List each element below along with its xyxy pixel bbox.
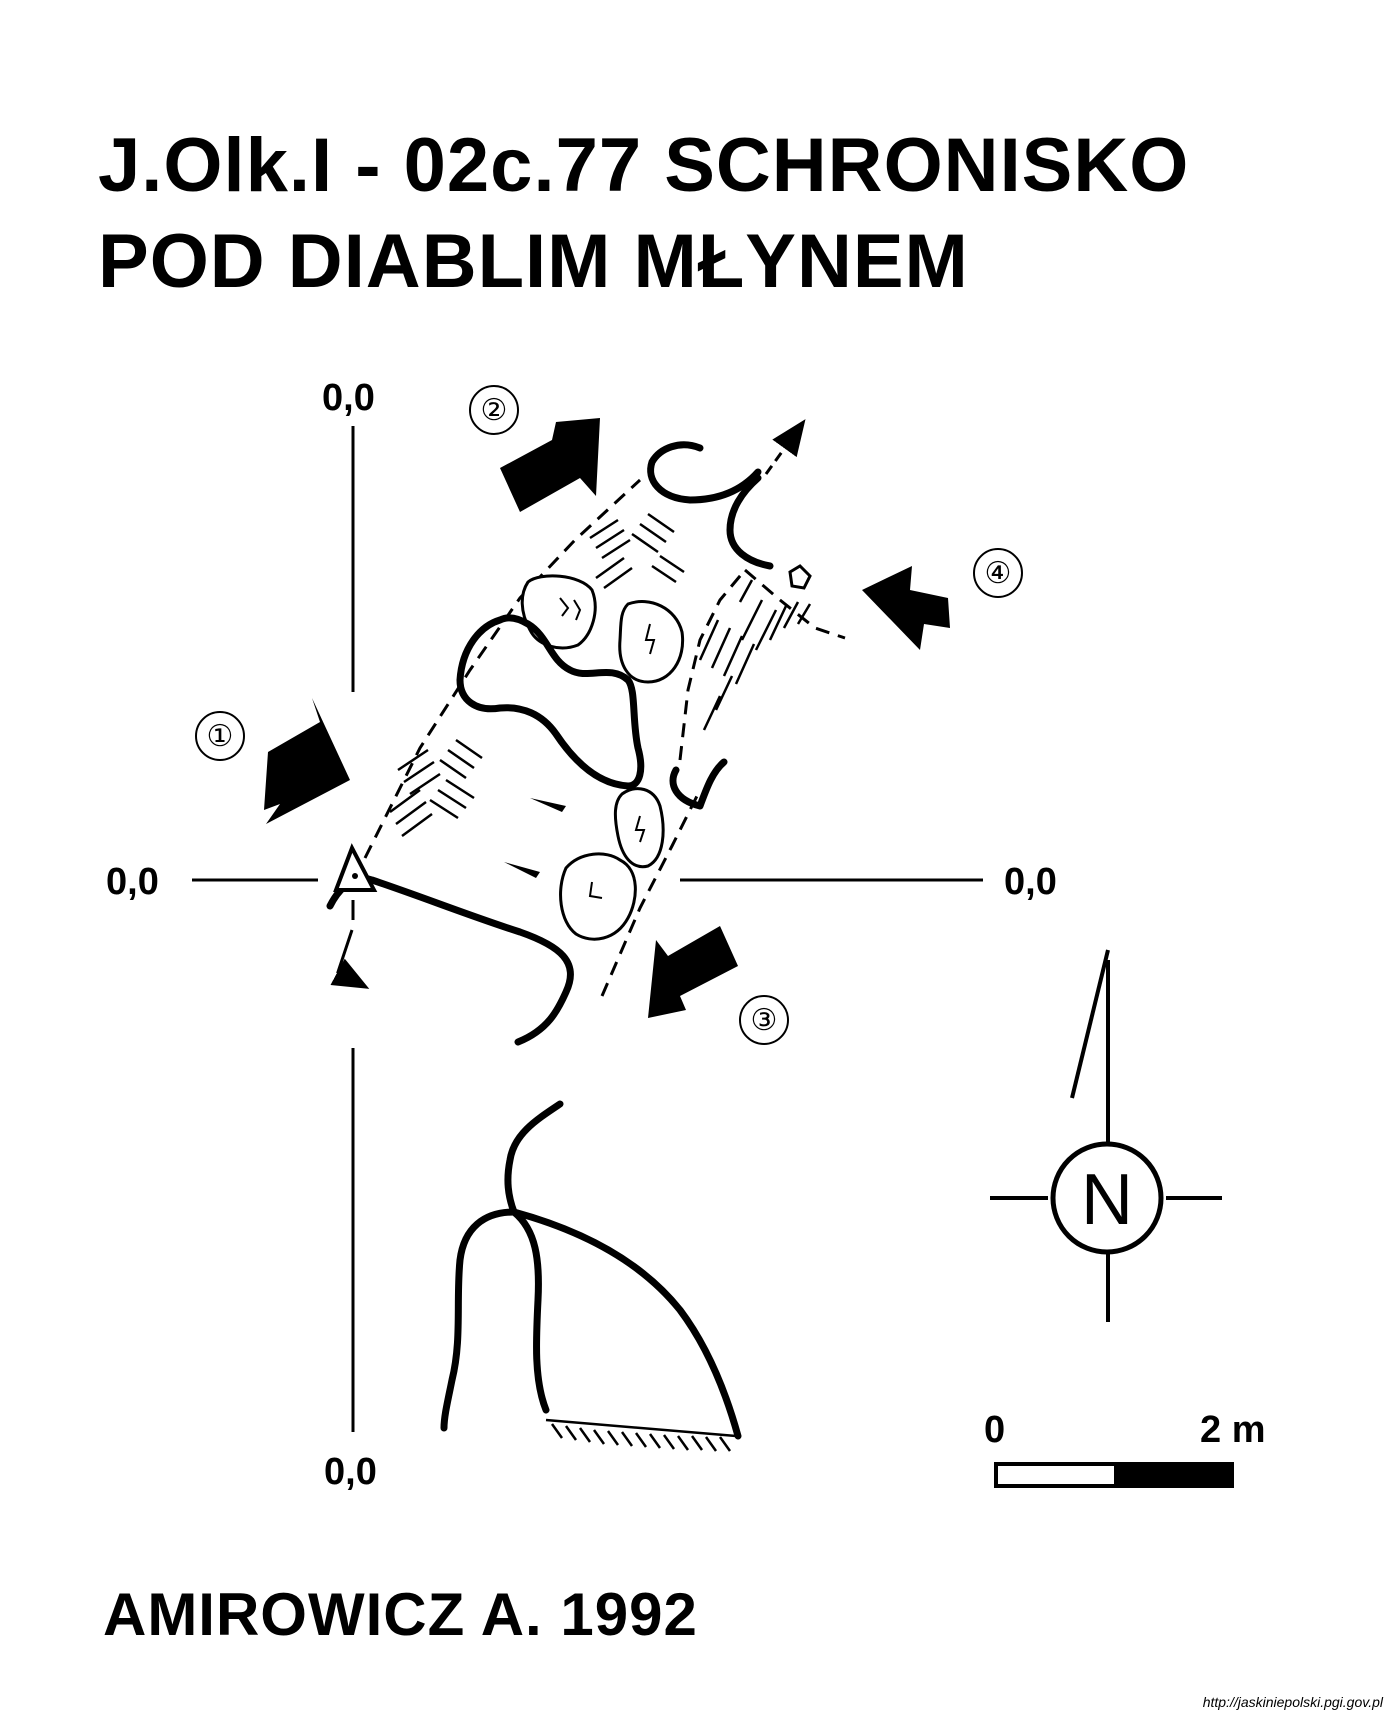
view-arrow-4 [862,566,950,650]
svg-text:③: ③ [751,1003,778,1038]
author-credit: AMIROWICZ A. 1992 [103,1581,698,1648]
view-marker-3: ③ [739,995,789,1045]
view-markers: ① ② ③ ④ [195,385,1023,1045]
passage-continuation-arrow [764,419,806,475]
cave-walls [326,441,774,1440]
wall-lower-main [326,875,574,1046]
survey-station-icon [333,843,378,892]
north-compass-icon [990,949,1222,1322]
plan-title: J.Olk.I - 02c.77 SCHRONISKO POD DIABLIM … [98,118,1348,310]
view-arrow-1 [264,698,350,824]
bottom-floor-hatch [545,1418,737,1452]
title-line-2: POD DIABLIM MŁYNEM [98,219,969,304]
boulder-5 [788,564,812,590]
svg-text:④: ④ [985,556,1012,591]
wall-lower-left [440,1208,518,1432]
svg-text:②: ② [481,393,508,428]
view-marker-4: ④ [973,548,1023,598]
title-line-1: J.Olk.I - 02c.77 SCHRONISKO [98,123,1190,208]
scale-bar: 0 2 m [984,1409,1265,1488]
view-marker-1: ① [195,711,245,761]
wall-right-edge [669,758,728,810]
boulder-1 [520,574,597,650]
svg-text:①: ① [207,719,234,754]
view-arrow-3 [648,926,738,1018]
overhang-dashed-lines [363,478,846,997]
view-arrow-2 [500,418,600,512]
debris-hatching [389,512,812,838]
wall-lower-middle [510,1208,550,1414]
wall-lower-right [510,1208,742,1440]
wall-upper-hook [647,441,762,504]
compass-label: N [1081,1160,1133,1240]
scale-end-label: 2 m [1200,1409,1265,1451]
datum-label-left: 0,0 [106,861,159,903]
datum-label-bottom: 0,0 [324,1451,377,1493]
boulder-3 [613,787,665,869]
boulder-cracks [559,597,656,899]
slope-arrow [338,900,364,986]
wall-lower-branch-top [504,1100,564,1216]
wall-upper-right [726,474,774,570]
boulders [520,564,812,941]
datum-axes [192,426,983,1432]
source-url[interactable]: http://jaskiniepolski.pgi.gov.pl [1202,1694,1383,1710]
wall-notches [504,798,566,878]
datum-label-top: 0,0 [322,377,375,419]
datum-label-right: 0,0 [1004,861,1057,903]
scale-start-label: 0 [984,1409,1005,1451]
wall-central-lobe [456,614,645,790]
view-marker-2: ② [469,385,519,435]
boulder-2 [618,600,685,684]
view-arrows [264,418,950,1018]
